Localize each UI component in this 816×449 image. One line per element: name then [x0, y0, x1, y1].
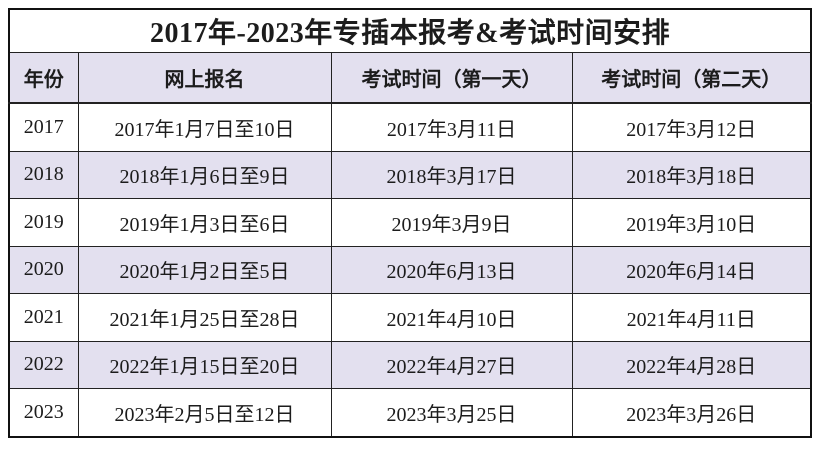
cell-exam-day2: 2023年3月26日 [571, 388, 812, 437]
cell-year: 2020 [8, 245, 79, 294]
column-header-exam-day2: 考试时间（第二天） [571, 52, 812, 104]
cell-exam-day1: 2021年4月10日 [330, 293, 573, 342]
table-row: 2023 2023年2月5日至12日 2023年3月25日 2023年3月26日 [8, 388, 812, 437]
table-row: 2017 2017年1月7日至10日 2017年3月11日 2017年3月12日 [8, 102, 812, 152]
table-row: 2019 2019年1月3日至6日 2019年3月9日 2019年3月10日 [8, 198, 812, 247]
cell-exam-day1: 2023年3月25日 [330, 388, 573, 437]
cell-registration: 2021年1月25日至28日 [77, 293, 332, 342]
cell-exam-day1: 2022年4月27日 [330, 340, 573, 389]
cell-year: 2022 [8, 340, 79, 389]
cell-year: 2019 [8, 198, 79, 247]
cell-registration: 2018年1月6日至9日 [77, 150, 332, 199]
exam-schedule-table: 2017年-2023年专插本报考&考试时间安排 年份 网上报名 考试时间（第一天… [8, 8, 813, 438]
table-title-row: 2017年-2023年专插本报考&考试时间安排 [8, 8, 812, 53]
cell-year: 2017 [8, 102, 79, 152]
cell-exam-day2: 2020年6月14日 [571, 245, 812, 294]
cell-exam-day2: 2017年3月12日 [571, 102, 812, 152]
cell-registration: 2023年2月5日至12日 [77, 388, 332, 437]
cell-year: 2021 [8, 293, 79, 342]
cell-exam-day1: 2017年3月11日 [330, 102, 573, 152]
cell-registration: 2022年1月15日至20日 [77, 340, 332, 389]
table-header-row: 年份 网上报名 考试时间（第一天） 考试时间（第二天） [8, 52, 812, 104]
table-row: 2022 2022年1月15日至20日 2022年4月27日 2022年4月28… [8, 340, 812, 389]
table-body: 2017 2017年1月7日至10日 2017年3月11日 2017年3月12日… [8, 102, 812, 437]
cell-registration: 2017年1月7日至10日 [77, 102, 332, 152]
table-row: 2021 2021年1月25日至28日 2021年4月10日 2021年4月11… [8, 293, 812, 342]
cell-year: 2018 [8, 150, 79, 199]
cell-exam-day1: 2020年6月13日 [330, 245, 573, 294]
column-header-exam-day1: 考试时间（第一天） [330, 52, 573, 104]
column-header-year: 年份 [8, 52, 79, 104]
table-row: 2020 2020年1月2日至5日 2020年6月13日 2020年6月14日 [8, 245, 812, 294]
table-row: 2018 2018年1月6日至9日 2018年3月17日 2018年3月18日 [8, 150, 812, 199]
cell-exam-day2: 2019年3月10日 [571, 198, 812, 247]
cell-exam-day1: 2019年3月9日 [330, 198, 573, 247]
cell-exam-day2: 2021年4月11日 [571, 293, 812, 342]
column-header-registration: 网上报名 [77, 52, 332, 104]
cell-exam-day2: 2022年4月28日 [571, 340, 812, 389]
table-title: 2017年-2023年专插本报考&考试时间安排 [8, 8, 812, 53]
cell-exam-day1: 2018年3月17日 [330, 150, 573, 199]
cell-exam-day2: 2018年3月18日 [571, 150, 812, 199]
cell-registration: 2019年1月3日至6日 [77, 198, 332, 247]
cell-year: 2023 [8, 388, 79, 437]
cell-registration: 2020年1月2日至5日 [77, 245, 332, 294]
